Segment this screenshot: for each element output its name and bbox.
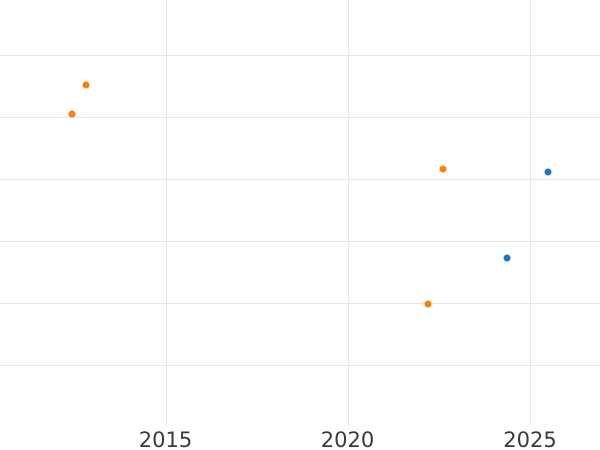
scatter-point-orange-series[interactable] <box>82 81 90 89</box>
x-tick-label: 2020 <box>320 428 375 450</box>
scatter-point-orange-series[interactable] <box>68 110 76 118</box>
gridline-horizontal <box>0 241 600 242</box>
x-tick-label: 2015 <box>138 428 193 450</box>
gridline-horizontal <box>0 303 600 304</box>
scatter-point-orange-series[interactable] <box>439 165 447 173</box>
scatter-point-orange-series[interactable] <box>424 300 432 308</box>
gridline-vertical <box>530 0 531 426</box>
scatter-point-blue-series[interactable] <box>544 168 552 176</box>
x-tick-label: 2025 <box>503 428 557 450</box>
scatter-point-blue-series[interactable] <box>503 254 511 262</box>
gridline-vertical <box>165 0 167 426</box>
gridline-horizontal <box>0 55 600 56</box>
gridline-vertical <box>347 0 349 426</box>
gridline-horizontal <box>0 365 600 366</box>
gridline-horizontal <box>0 117 600 118</box>
gridline-horizontal <box>0 179 600 180</box>
